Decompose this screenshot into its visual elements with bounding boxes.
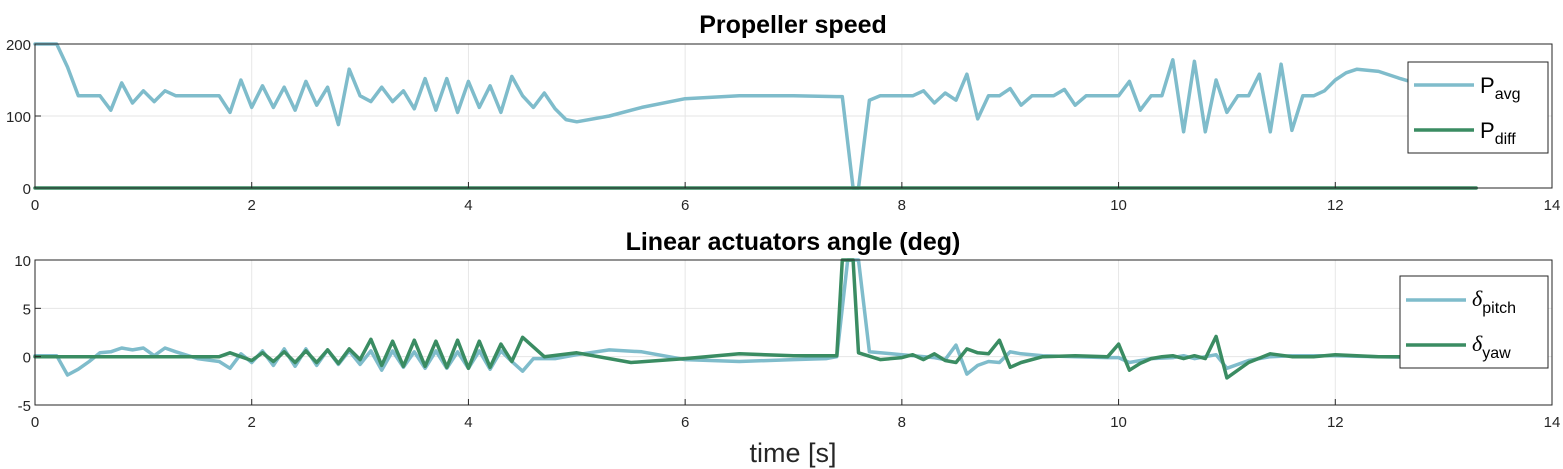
legend-label-delta-yaw: δyaw xyxy=(1472,331,1511,362)
legend-label-delta-pitch: δpitch xyxy=(1472,286,1516,317)
x-tick-label: 8 xyxy=(898,197,906,214)
legend: δpitch δyaw xyxy=(1399,275,1549,369)
x-tick-label: 4 xyxy=(464,197,472,214)
y-tick-label: 10 xyxy=(14,253,31,270)
chart-title: Linear actuators angle (deg) xyxy=(626,228,961,256)
x-tick-label: 6 xyxy=(681,197,689,214)
x-tick-label: 0 xyxy=(31,197,39,214)
x-axis-label: time [s] xyxy=(749,438,836,468)
y-tick-label: 5 xyxy=(23,301,31,318)
x-tick-label: 8 xyxy=(898,414,906,431)
x-tick-label: 2 xyxy=(248,197,256,214)
y-tick-label: 200 xyxy=(6,37,31,54)
series-layer xyxy=(33,258,1478,380)
tick-layer: 0 2 4 6 8 10 12 14 0 100 200 xyxy=(6,37,1560,214)
legend-label-p-avg: Pavg xyxy=(1480,73,1520,103)
y-tick-label: 0 xyxy=(23,181,31,198)
x-tick-label: 2 xyxy=(248,414,256,431)
plot-frame xyxy=(34,259,1553,406)
x-tick-label: 6 xyxy=(681,414,689,431)
series-line-delta-yaw xyxy=(33,258,1478,380)
x-tick-label: 14 xyxy=(1544,197,1561,214)
legend-box xyxy=(1399,275,1549,369)
chart-propeller-speed: Propeller speed 0 2 4 6 8 10 12 14 0 100 200 Pavg … xyxy=(6,11,1560,214)
y-tick-label: 100 xyxy=(6,109,31,126)
series-line-p-avg xyxy=(33,42,1478,190)
y-tick-label: -5 xyxy=(18,398,31,415)
y-tick-label: 0 xyxy=(23,350,31,367)
x-tick-label: 12 xyxy=(1327,197,1344,214)
x-tick-label: 4 xyxy=(464,414,472,431)
x-tick-label: 10 xyxy=(1110,197,1127,214)
x-tick-label: 10 xyxy=(1110,414,1127,431)
chart-title: Propeller speed xyxy=(699,11,887,39)
legend-label-p-diff: Pdiff xyxy=(1480,118,1516,148)
legend-box xyxy=(1407,61,1549,154)
x-tick-label: 12 xyxy=(1327,414,1344,431)
x-tick-label: 0 xyxy=(31,414,39,431)
x-tick-label: 14 xyxy=(1544,414,1561,431)
legend: Pavg Pdiff xyxy=(1407,61,1549,154)
chart-linear-actuators-angle: Linear actuators angle (deg) 0 2 4 6 8 10 12 14… xyxy=(14,228,1560,468)
